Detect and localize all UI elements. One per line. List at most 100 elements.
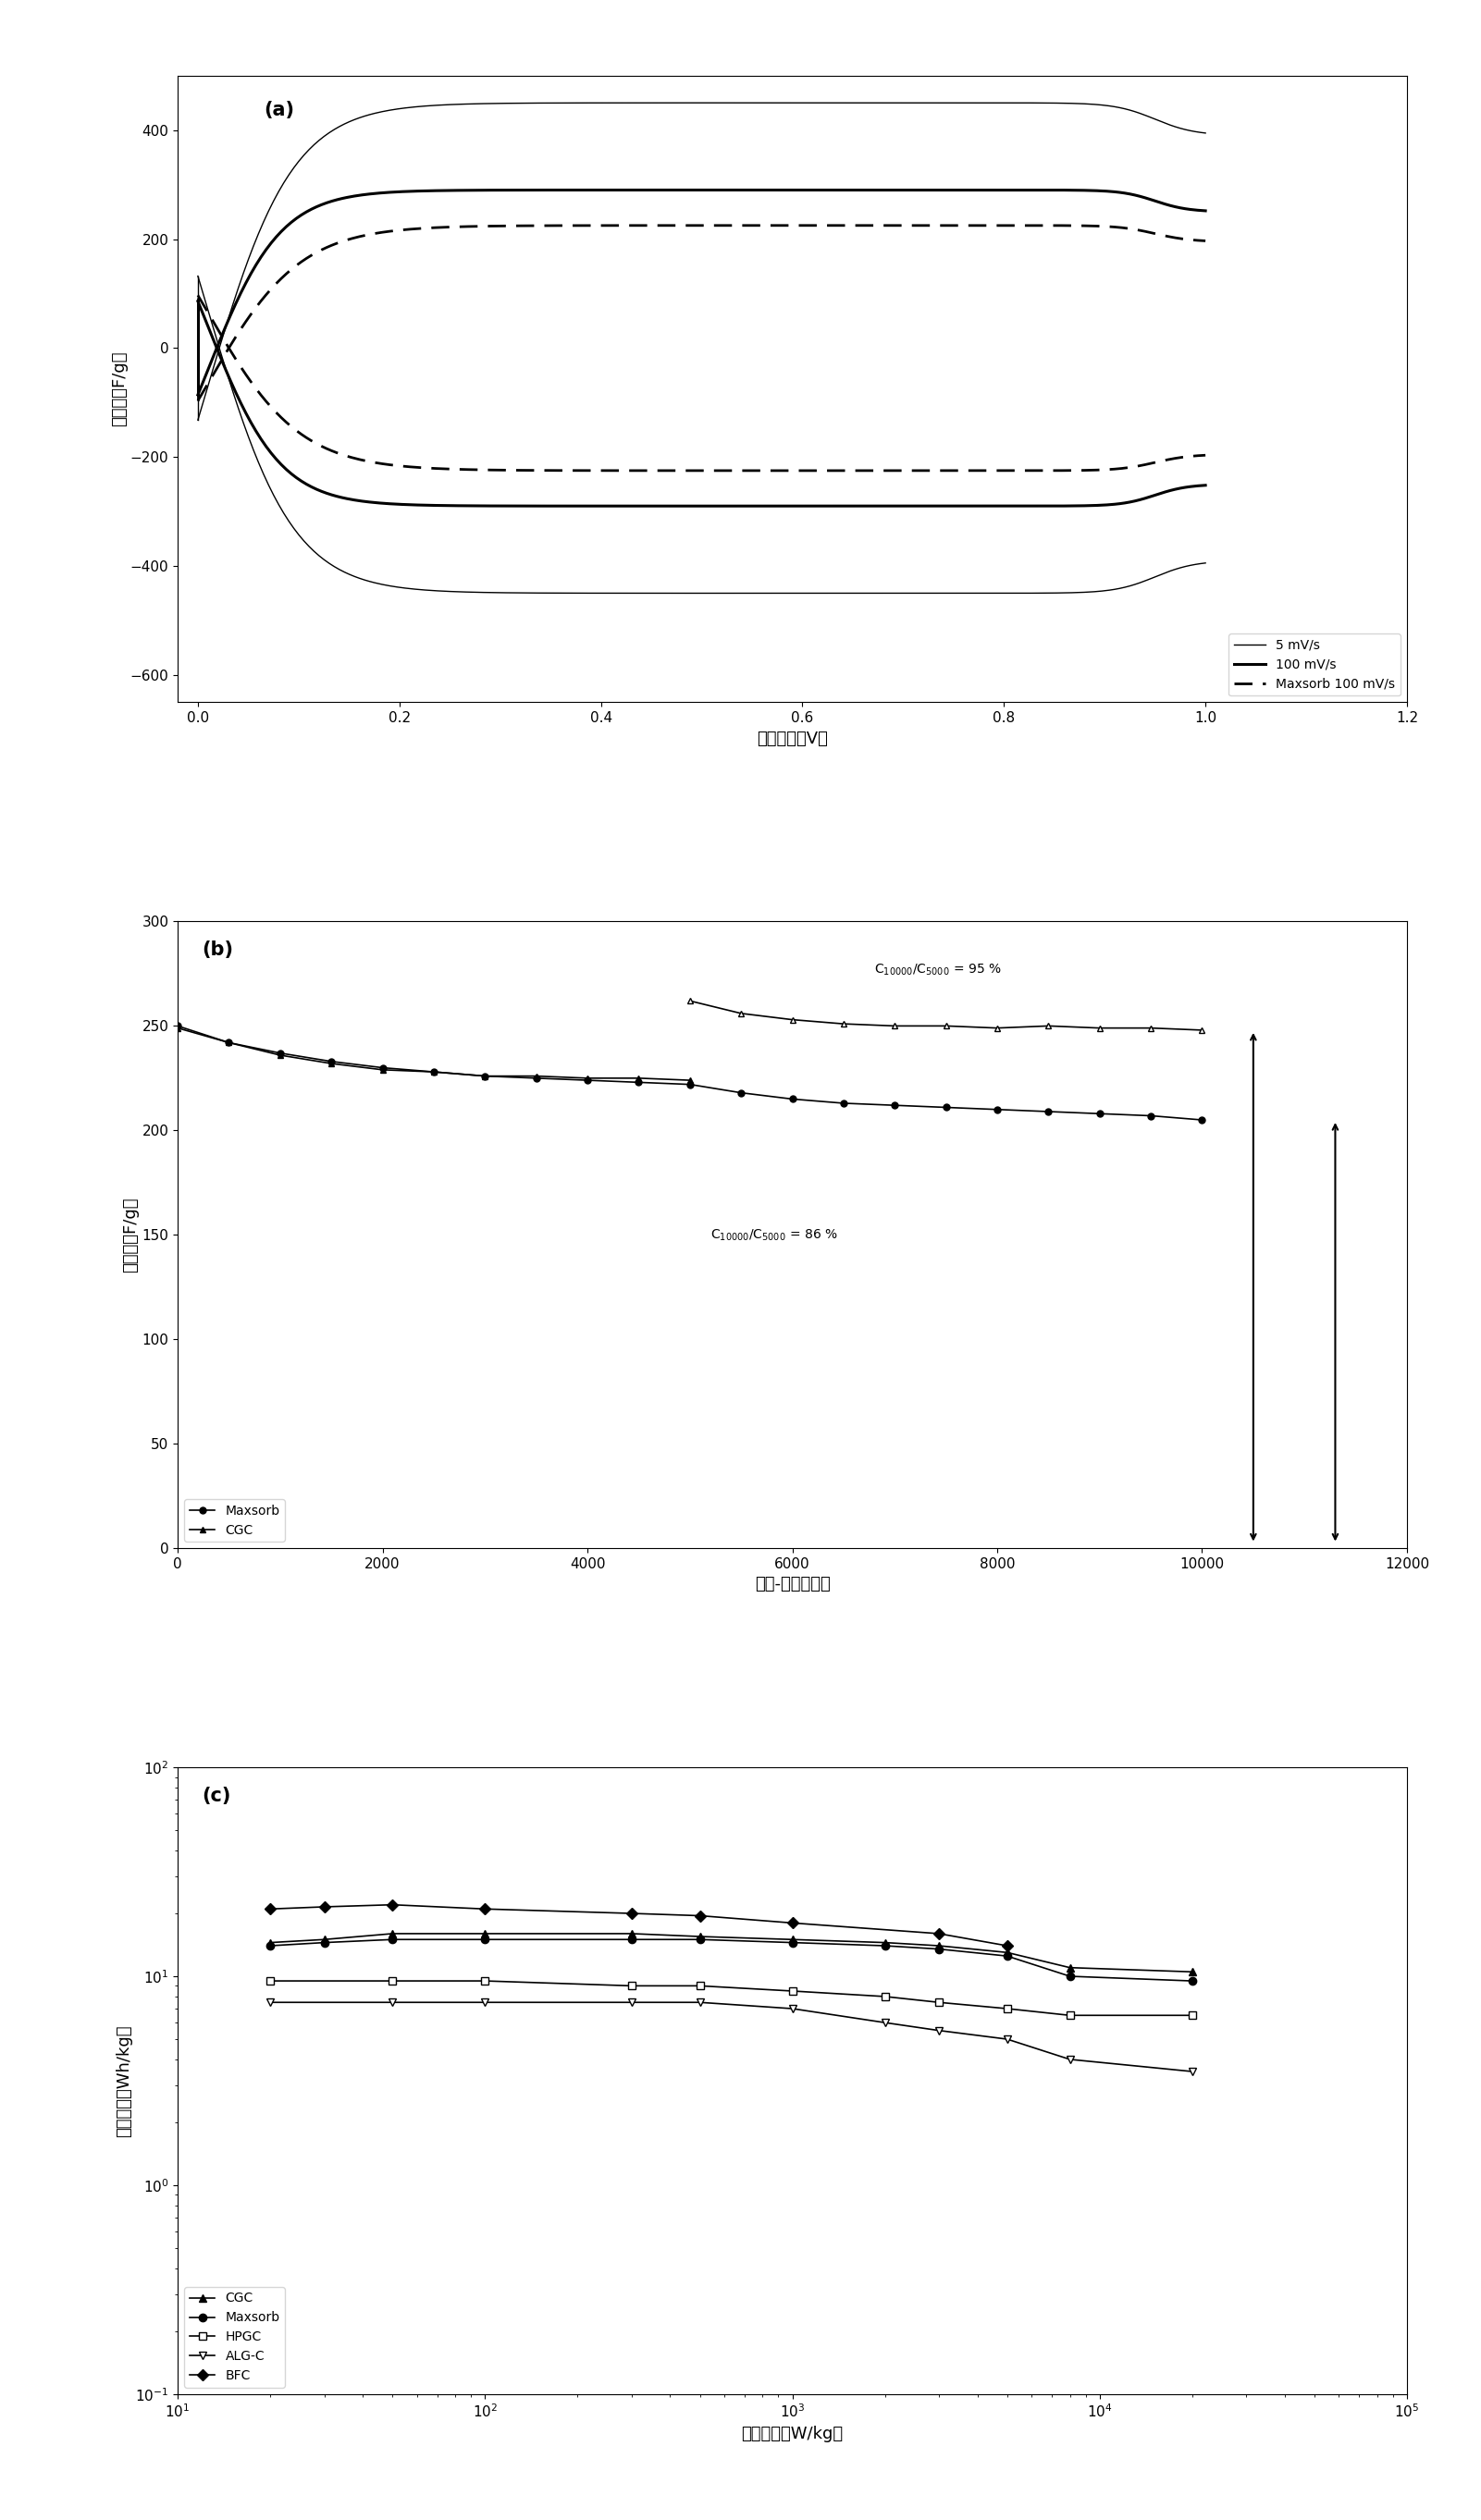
Text: C$_{10000}$/C$_{5000}$ = 86 %: C$_{10000}$/C$_{5000}$ = 86 % — [711, 1227, 838, 1242]
ALG-C — [261, 1988, 278, 2019]
Maxsorb — [315, 1928, 333, 1958]
HPGC — [783, 1976, 801, 2006]
HPGC — [692, 1971, 709, 2001]
HPGC — [261, 1966, 278, 1996]
Maxsorb — [875, 1930, 893, 1961]
ALG-C — [1060, 2044, 1078, 2074]
CGC — [475, 1918, 493, 1948]
ALG-C — [384, 1988, 401, 2019]
Line: BFC: BFC — [267, 1900, 1012, 1950]
HPGC — [475, 1966, 493, 1996]
Maxsorb — [475, 1925, 493, 1956]
Maxsorb — [1060, 1961, 1078, 1991]
Maxsorb — [629, 1066, 647, 1096]
CGC — [261, 1928, 278, 1958]
Maxsorb — [1194, 1104, 1211, 1134]
CGC — [998, 1938, 1016, 1968]
Line: CGC: CGC — [687, 998, 1206, 1033]
ALG-C — [998, 2024, 1016, 2054]
Maxsorb — [1040, 1096, 1057, 1126]
CGC — [937, 1011, 955, 1041]
CGC — [875, 1928, 893, 1958]
BFC — [930, 1918, 948, 1948]
CGC — [1194, 1016, 1211, 1046]
Text: (c): (c) — [203, 1787, 231, 1804]
Maxsorb — [783, 1928, 801, 1958]
CGC — [886, 1011, 903, 1041]
Maxsorb — [1183, 1966, 1201, 1996]
Text: C$_{10000}$/C$_{5000}$ = 95 %: C$_{10000}$/C$_{5000}$ = 95 % — [874, 963, 1001, 978]
Y-axis label: 能量密度（Wh/kg）: 能量密度（Wh/kg） — [116, 2024, 133, 2137]
ALG-C — [930, 2016, 948, 2046]
CGC — [783, 1925, 801, 1956]
X-axis label: 功率密度（W/kg）: 功率密度（W/kg） — [742, 2424, 843, 2442]
Maxsorb — [1090, 1099, 1108, 1129]
Line: HPGC: HPGC — [267, 1978, 1197, 2019]
CGC — [732, 998, 749, 1028]
CGC — [930, 1930, 948, 1961]
Maxsorb — [425, 1056, 443, 1086]
ALG-C — [1183, 2056, 1201, 2087]
Legend: CGC, Maxsorb, HPGC, ALG-C, BFC: CGC, Maxsorb, HPGC, ALG-C, BFC — [184, 2286, 284, 2386]
Maxsorb — [937, 1091, 955, 1121]
CGC — [384, 1918, 401, 1948]
BFC — [475, 1895, 493, 1925]
CGC — [1060, 1953, 1078, 1983]
Maxsorb — [261, 1930, 278, 1961]
Line: Maxsorb: Maxsorb — [267, 1935, 1197, 1986]
Legend: Maxsorb, CGC: Maxsorb, CGC — [184, 1499, 284, 1542]
HPGC — [384, 1966, 401, 1996]
CGC — [988, 1013, 1006, 1043]
Maxsorb — [169, 1011, 187, 1041]
BFC — [624, 1898, 641, 1928]
HPGC — [1060, 2001, 1078, 2031]
Maxsorb — [692, 1925, 709, 1956]
Maxsorb — [384, 1925, 401, 1956]
BFC — [384, 1890, 401, 1920]
Maxsorb — [783, 1084, 801, 1114]
ALG-C — [624, 1988, 641, 2019]
Maxsorb — [373, 1053, 391, 1084]
CGC — [624, 1918, 641, 1948]
Text: (b): (b) — [203, 940, 234, 958]
CGC — [835, 1008, 853, 1038]
Line: ALG-C: ALG-C — [267, 1998, 1197, 2076]
CGC — [315, 1925, 333, 1956]
CGC — [1142, 1013, 1160, 1043]
ALG-C — [875, 2008, 893, 2039]
HPGC — [998, 1993, 1016, 2024]
CGC — [1090, 1013, 1108, 1043]
HPGC — [1183, 2001, 1201, 2031]
Line: Maxsorb: Maxsorb — [175, 1023, 1206, 1124]
ALG-C — [783, 1993, 801, 2024]
X-axis label: 充电-放电循环数: 充电-放电循环数 — [754, 1575, 831, 1593]
HPGC — [624, 1971, 641, 2001]
Maxsorb — [835, 1089, 853, 1119]
Maxsorb — [624, 1925, 641, 1956]
Maxsorb — [475, 1061, 493, 1091]
CGC — [1183, 1956, 1201, 1986]
Line: CGC: CGC — [267, 1930, 1197, 1976]
CGC — [692, 1920, 709, 1950]
BFC — [783, 1908, 801, 1938]
Maxsorb — [732, 1079, 749, 1109]
Maxsorb — [323, 1046, 341, 1076]
BFC — [998, 1930, 1016, 1961]
CGC — [783, 1005, 801, 1036]
ALG-C — [692, 1988, 709, 2019]
Y-axis label: 比电容（F/g）: 比电容（F/g） — [123, 1197, 139, 1273]
Maxsorb — [998, 1940, 1016, 1971]
BFC — [261, 1895, 278, 1925]
Maxsorb — [221, 1028, 238, 1058]
HPGC — [875, 1981, 893, 2011]
X-axis label: 电池电压（V）: 电池电压（V） — [757, 731, 828, 746]
CGC — [1040, 1011, 1057, 1041]
Maxsorb — [681, 1068, 699, 1099]
Maxsorb — [1142, 1101, 1160, 1131]
HPGC — [930, 1988, 948, 2019]
Maxsorb — [886, 1091, 903, 1121]
BFC — [692, 1900, 709, 1930]
Y-axis label: 比电容（F/g）: 比电容（F/g） — [111, 350, 127, 426]
Maxsorb — [579, 1066, 597, 1096]
Maxsorb — [930, 1933, 948, 1963]
